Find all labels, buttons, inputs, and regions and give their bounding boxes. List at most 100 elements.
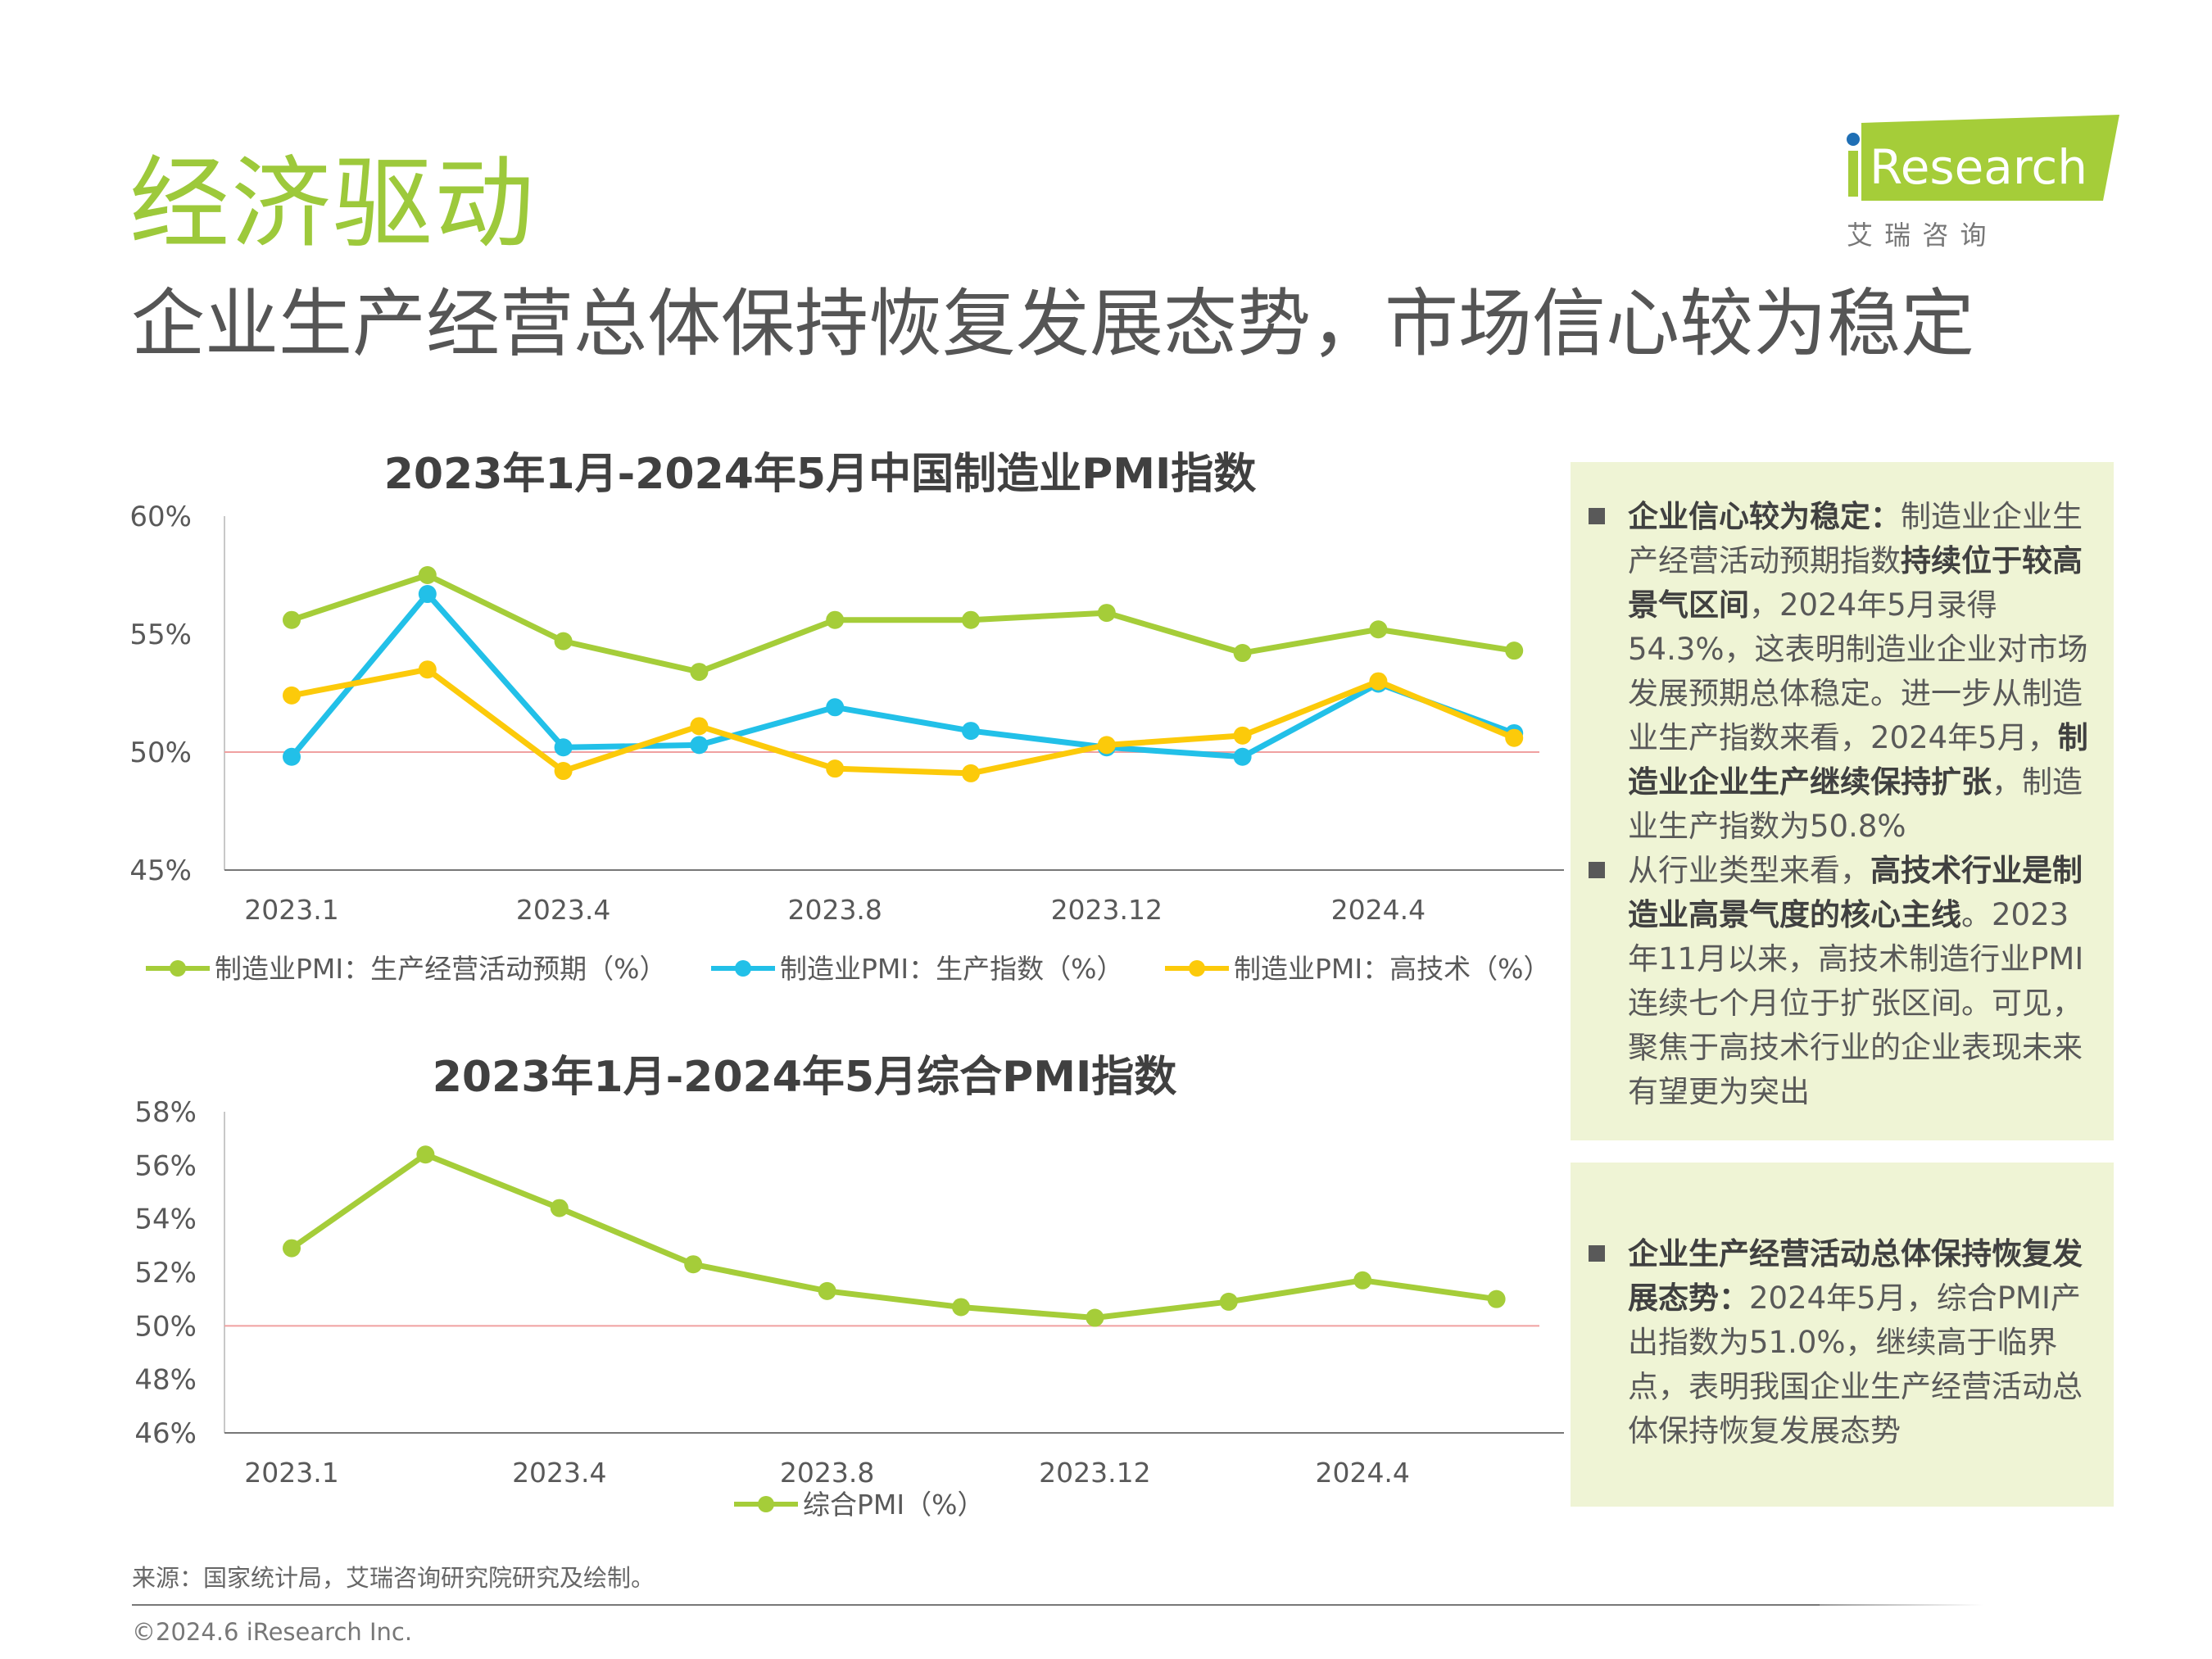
data-point (1505, 641, 1524, 660)
y-tick-label: 55% (129, 619, 192, 651)
y-tick-label: 60% (129, 501, 192, 533)
data-point (1233, 747, 1252, 766)
iresearch-logo: Research 艾 瑞 咨 询 (1847, 115, 2119, 251)
insight-bullet: 企业生产经营活动总体保持恢复发展态势：2024年5月，综合PMI产出指数为51.… (1589, 1232, 2089, 1453)
copyright: ©2024.6 iResearch Inc. (132, 1618, 413, 1646)
data-point (690, 663, 709, 682)
bold-text: 企业信心较为稳定： (1628, 499, 1901, 534)
x-tick-label: 2023.4 (512, 1457, 606, 1489)
body-text: 从行业类型来看， (1628, 853, 1870, 888)
body-text: 2024年5月，综合PMI产出指数为51.0%，继续高于临界点，表明我国企业生产… (1628, 1281, 2083, 1448)
source-note: 来源：国家统计局，艾瑞咨询研究院研究及绘制。 (132, 1564, 655, 1592)
data-point (826, 610, 845, 629)
bold-text: 高技术行业是制造业高景气度的核心主线 (1628, 853, 2083, 932)
data-point (283, 747, 301, 766)
data-point (283, 686, 301, 705)
data-point (1233, 644, 1252, 663)
x-tick-label: 2023.4 (516, 894, 610, 926)
square-bullet-icon (1589, 1245, 1605, 1262)
insight-panel-composite: 企业生产经营活动总体保持恢复发展态势：2024年5月，综合PMI产出指数为51.… (1571, 1163, 2114, 1507)
insight-bullet: 从行业类型来看，高技术行业是制造业高景气度的核心主线。2023年11月以来，高技… (1589, 849, 2089, 1114)
data-point (1505, 728, 1524, 747)
bold-text: 制造业企业生产继续保持扩张 (1628, 720, 2088, 800)
series-line (289, 591, 1516, 760)
manufacturing-pmi-chart: 60% 55% 50% 45% 2023.1 2023.4 2023.8 2023.12 202… (129, 501, 1564, 985)
data-point (962, 764, 980, 782)
data-point (1233, 726, 1252, 745)
chart2-title: 2023年1月-2024年5月综合PMI指数 (432, 1053, 1177, 1102)
y-tick-label: 52% (134, 1257, 197, 1290)
y-tick-label: 54% (134, 1203, 197, 1236)
y-tick-label: 46% (134, 1417, 197, 1450)
legend-marker-icon (735, 960, 751, 977)
body-text: 制造业企业生产经营活动预期指数 (1628, 499, 2083, 578)
data-point (952, 1298, 970, 1317)
data-point (962, 722, 980, 741)
data-point (418, 660, 437, 679)
legend-marker-icon (1189, 960, 1205, 977)
legend-marker-icon (758, 1496, 774, 1512)
data-point (1086, 1308, 1104, 1327)
y-tick-label: 58% (134, 1096, 197, 1129)
data-point (1097, 736, 1116, 755)
body-text: ，制造业生产指数为50.8% (1628, 764, 2083, 844)
x-tick-label: 2023.12 (1039, 1457, 1150, 1489)
square-bullet-icon (1589, 508, 1605, 524)
y-tick-label: 45% (129, 854, 192, 887)
data-point (690, 736, 709, 755)
legend-label: 制造业PMI：高技术（%） (1234, 953, 1550, 985)
data-point (1369, 620, 1388, 639)
legend-marker-icon (170, 960, 186, 977)
y-tick-label: 48% (134, 1364, 197, 1397)
composite-pmi-chart: 58% 56% 54% 52% 50% 48% 46% 2023.1 2023.4 2023.8 2… (134, 1096, 1564, 1521)
insight-bullet: 企业信心较为稳定：制造业企业生产经营活动预期指数持续位于较高景气区间，2024年… (1589, 495, 2089, 849)
data-point (1353, 1271, 1372, 1290)
logo-text: Research (1870, 139, 2087, 195)
legend-label: 制造业PMI：生产指数（%） (780, 953, 1123, 985)
body-text: ，2024年5月录得54.3%，这表明制造业企业对市场发展预期总体稳定。进一步从… (1628, 587, 2088, 755)
y-tick-label: 50% (129, 737, 192, 769)
logo-banner (1861, 115, 2119, 201)
data-point (962, 610, 980, 629)
x-tick-label: 2023.8 (787, 894, 882, 926)
data-point (416, 1145, 435, 1164)
data-point (554, 738, 573, 757)
data-point (418, 566, 437, 584)
page-title: 经济驱动 (129, 146, 536, 262)
legend-label: 综合PMI（%） (803, 1489, 984, 1521)
body-text: 。2023年11月以来，高技术制造行业PMI连续七个月位于扩张区间。可见，聚焦于… (1628, 897, 2084, 1109)
series-line (289, 1151, 1498, 1321)
insight-panel-manufacturing: 企业信心较为稳定：制造业企业生产经营活动预期指数持续位于较高景气区间，2024年… (1571, 462, 2114, 1140)
data-point (1097, 604, 1116, 623)
chart1-title: 2023年1月-2024年5月中国制造业PMI指数 (383, 450, 1257, 499)
data-point (826, 698, 845, 717)
data-point (1219, 1292, 1238, 1311)
legend-label: 制造业PMI：生产经营活动预期（%） (215, 953, 666, 985)
page-subtitle: 企业生产经营总体保持恢复发展态势，市场信心较为稳定 (131, 281, 1974, 367)
data-point (418, 585, 437, 604)
data-point (690, 717, 709, 736)
series-line (291, 666, 1516, 777)
x-tick-label: 2023.12 (1051, 894, 1163, 926)
data-point (550, 1199, 569, 1217)
y-tick-label: 56% (134, 1149, 197, 1182)
data-point (818, 1281, 836, 1300)
x-tick-label: 2024.4 (1331, 894, 1426, 926)
bold-text: 持续位于较高景气区间 (1628, 543, 2083, 623)
x-tick-label: 2023.8 (780, 1457, 874, 1489)
logo-tagline: 艾 瑞 咨 询 (1847, 220, 1988, 251)
data-point (283, 1239, 301, 1258)
x-tick-label: 2023.1 (244, 894, 338, 926)
data-point (1369, 672, 1388, 691)
data-point (283, 610, 301, 629)
x-tick-label: 2024.4 (1315, 1457, 1409, 1489)
footer-divider-fade (1820, 1604, 1983, 1606)
data-point (1487, 1290, 1506, 1308)
data-point (554, 762, 573, 781)
series-line (290, 572, 1515, 675)
data-point (684, 1255, 703, 1274)
x-tick-label: 2023.1 (244, 1457, 338, 1489)
bold-text: 企业生产经营活动总体保持恢复发展态势： (1628, 1236, 2083, 1316)
logo-dot (1847, 133, 1860, 146)
data-point (826, 759, 845, 778)
